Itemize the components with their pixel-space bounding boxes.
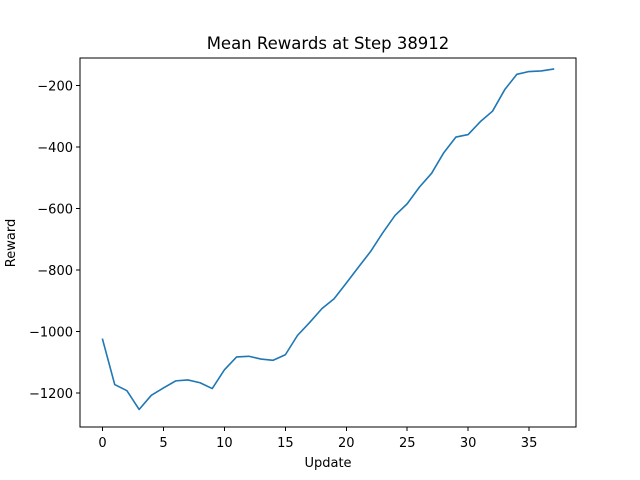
series-layer <box>101 68 555 411</box>
x-tick-label: 5 <box>159 436 167 451</box>
x-tick-label: 10 <box>216 436 233 451</box>
y-axis: −1200 −1000 −800 −600 −400 −200 <box>29 80 80 402</box>
y-tick-label: −200 <box>37 80 73 95</box>
x-tick-label: 20 <box>338 436 355 451</box>
plot-area <box>79 57 577 428</box>
y-tick-label: −600 <box>37 203 73 218</box>
chart-title: Mean Rewards at Step 38912 <box>207 34 450 53</box>
x-tick-label: 30 <box>460 436 477 451</box>
x-axis: 0 5 10 15 20 25 30 35 <box>98 427 537 451</box>
y-tick-label: −1000 <box>29 326 73 341</box>
x-tick-label: 15 <box>277 436 294 451</box>
y-tick-label: −400 <box>37 141 73 156</box>
x-tick-label: 35 <box>521 436 538 451</box>
axes-frame <box>79 57 577 428</box>
reward-series-line <box>101 68 555 411</box>
y-axis-label: Reward <box>4 219 19 267</box>
y-tick-label: −800 <box>37 264 73 279</box>
x-axis-label: Update <box>304 456 351 471</box>
y-tick-label: −1200 <box>29 387 73 402</box>
x-tick-label: 0 <box>98 436 106 451</box>
x-tick-label: 25 <box>399 436 416 451</box>
